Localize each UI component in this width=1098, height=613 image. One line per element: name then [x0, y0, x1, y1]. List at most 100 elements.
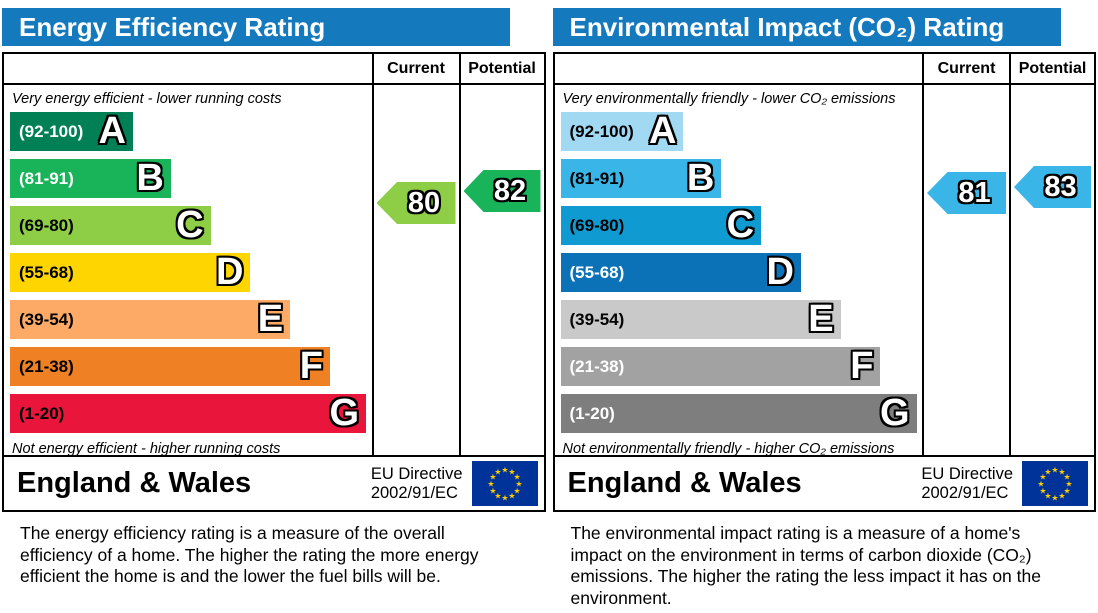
svg-text:★: ★ [1058, 492, 1065, 501]
band-g: (1-20) G [10, 394, 367, 433]
svg-text:★: ★ [515, 480, 522, 489]
band-letter: G [880, 392, 910, 434]
band-range: (55-68) [569, 262, 625, 282]
svg-text:★: ★ [513, 487, 520, 496]
band-range: (1-20) [19, 403, 65, 423]
eu-directive-line2: 2002/91/EC [921, 483, 1009, 502]
potential-arrow: 83 [1014, 166, 1091, 208]
bottom-note: Not energy efficient - higher running co… [12, 441, 281, 457]
svg-text:★: ★ [1051, 494, 1058, 503]
band-range: (21-38) [569, 356, 625, 376]
band-range: (55-68) [19, 262, 74, 282]
band-range: (1-20) [569, 403, 615, 423]
bottom-note: Not environmentally friendly - higher CO… [562, 441, 895, 457]
svg-text:★: ★ [494, 492, 501, 501]
eu-directive-label: EU Directive 2002/91/EC [371, 465, 463, 503]
eu-flag: ★ ★★★★★★★★★★★ [471, 461, 538, 506]
panel-title: Environmental Impact (CO₂) Rating [552, 8, 1061, 46]
band-range: (81-91) [19, 168, 74, 188]
top-note: Very environmentally friendly - lower CO… [562, 91, 896, 107]
svg-text:★: ★ [487, 480, 494, 489]
region-label: England & Wales [567, 467, 802, 499]
chart-row: Very environmentally friendly - lower CO… [555, 85, 1095, 457]
table-footer: England & Wales EU Directive 2002/91/EC … [554, 455, 1094, 510]
band-letter: D [215, 251, 244, 293]
current-arrow: 81 [927, 172, 1006, 214]
current-column-header: Current [922, 54, 1009, 83]
panel-description: The energy efficiency rating is a measur… [20, 523, 479, 586]
band-letter: D [766, 251, 794, 293]
band-f: (21-38) F [560, 345, 881, 387]
band-range: (81-91) [569, 168, 625, 188]
svg-text:★: ★ [489, 487, 496, 496]
svg-text:★: ★ [501, 466, 508, 475]
header-spacer [555, 54, 923, 83]
rating-table: Current Potential Very energy efficient … [2, 52, 546, 512]
svg-text:★: ★ [508, 492, 515, 501]
current-arrow: 80 [376, 182, 456, 224]
svg-text:★: ★ [1065, 480, 1072, 489]
svg-text:★: ★ [1051, 466, 1058, 475]
band-letter: A [98, 110, 126, 152]
eu-directive-label: EU Directive 2002/91/EC [921, 465, 1013, 503]
band-letter: C [726, 204, 755, 246]
region-label: England & Wales [17, 467, 252, 499]
bands-cell: Very energy efficient - lower running co… [4, 85, 372, 457]
band-range: (39-54) [569, 309, 625, 329]
band-letter: F [850, 345, 874, 387]
svg-text:★: ★ [1064, 487, 1071, 496]
band-range: (69-80) [19, 215, 74, 235]
band-range: (92-100) [19, 121, 84, 141]
band-d: (55-68) D [560, 251, 801, 293]
svg-text:★: ★ [1039, 487, 1046, 496]
potential-column-header: Potential [1009, 54, 1094, 83]
table-header-row: Current Potential [4, 54, 544, 85]
potential-arrow: 82 [463, 170, 541, 212]
header-spacer [4, 54, 372, 83]
svg-text:★: ★ [501, 494, 508, 503]
current-value-cell: 80 [371, 85, 459, 455]
svg-text:★: ★ [1044, 467, 1051, 476]
potential-column-header: Potential [458, 54, 544, 83]
environmental-impact-panel: Environmental Impact (CO₂) Rating Curren… [552, 8, 1096, 609]
band-range: (69-80) [569, 215, 625, 235]
band-b: (81-91) B [560, 157, 722, 199]
band-e: (39-54) E [560, 300, 841, 339]
band-range: (92-100) [569, 121, 634, 141]
svg-text:★: ★ [513, 473, 520, 482]
band-range: (39-54) [19, 309, 74, 329]
eu-directive-line2: 2002/91/EC [370, 483, 458, 502]
band-letter: B [686, 157, 715, 199]
band-letter: C [176, 204, 204, 246]
band-c: (69-80) C [10, 206, 211, 245]
band-range: (21-38) [19, 356, 74, 376]
band-g: (1-20) G [560, 392, 917, 434]
band-a: (92-100) A [560, 112, 684, 151]
chart-row: Very energy efficient - lower running co… [4, 85, 544, 457]
current-value-cell: 81 [922, 85, 1009, 455]
band-c: (69-80) C [560, 204, 762, 246]
svg-text:★: ★ [494, 467, 501, 476]
panel-description: The environmental impact rating is a mea… [570, 523, 1041, 608]
rating-table: Current Potential Very environmentally f… [552, 52, 1096, 512]
band-f: (21-38) F [10, 347, 330, 386]
eu-directive-line1: EU Directive [370, 464, 463, 483]
svg-text:★: ★ [1044, 492, 1051, 501]
svg-text:★: ★ [1064, 473, 1071, 482]
panel-title: Energy Efficiency Rating [2, 8, 511, 46]
band-letter: E [257, 298, 284, 340]
table-header-row: Current Potential [554, 54, 1094, 85]
svg-text:★: ★ [508, 467, 515, 476]
band-e: (39-54) E [10, 298, 291, 340]
svg-text:★: ★ [1039, 473, 1046, 482]
svg-text:★: ★ [1037, 480, 1044, 489]
potential-value-cell: 83 [1009, 85, 1094, 455]
table-footer: England & Wales EU Directive 2002/91/EC … [4, 455, 544, 510]
bands: (92-100) A (81-91) B (69-80) C (55-68) D (39-54)… [560, 112, 923, 434]
current-column-header: Current [371, 54, 459, 83]
bands: (92-100) A (81-91) B (69-80) C (55-68) D (39-54)… [10, 112, 372, 433]
eu-flag: ★ ★★★★★★★★★★★ [1022, 461, 1088, 506]
svg-text:★: ★ [1058, 467, 1065, 476]
band-letter: B [136, 157, 164, 199]
